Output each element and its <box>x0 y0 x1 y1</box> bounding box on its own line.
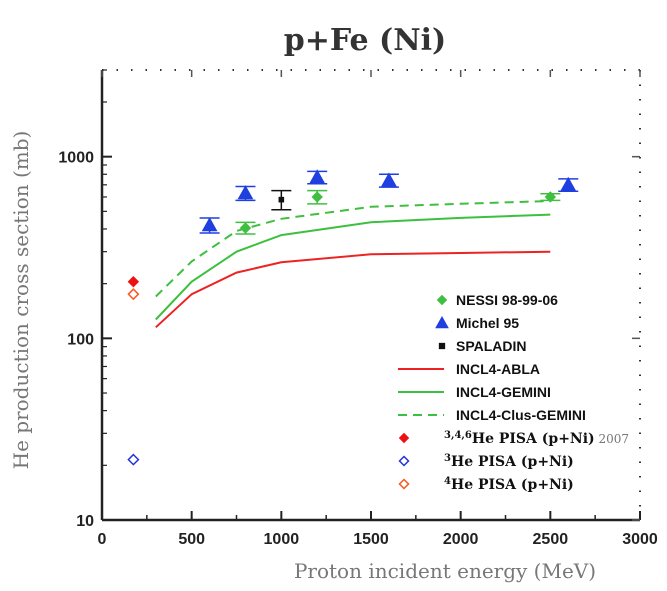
legend-label-part: SPALADIN <box>456 338 527 354</box>
legend-label: NESSI 98-99-06 <box>456 292 558 308</box>
legend-marker-swatch <box>398 455 410 467</box>
x-tick-label: 3000 <box>622 531 658 548</box>
legend-label-part: Michel 95 <box>456 315 519 331</box>
data-point-michel-95 <box>309 169 326 184</box>
series-line-incl4-clus-gemini <box>155 200 551 298</box>
data-point-3he-pisa-p-ni- <box>127 453 140 466</box>
x-tick-label: 500 <box>178 531 205 548</box>
legend-label-part: NESSI 98-99-06 <box>456 292 558 308</box>
data-point-4he-pisa-p-ni- <box>127 288 140 301</box>
x-tick-label: 1000 <box>264 531 300 548</box>
plot-frame <box>100 69 641 522</box>
legend-marker-swatch <box>438 342 446 350</box>
chart-title: p+Fe (Ni) <box>284 23 447 58</box>
data-point-michel-95 <box>381 172 397 187</box>
legend-label-part: 2007 <box>595 432 629 446</box>
legend-label-part: 4 <box>444 476 451 487</box>
legend-label-part: INCL4-GEMINI <box>456 384 551 400</box>
x-tick-label: 2500 <box>533 531 569 548</box>
legend-label-part: He PISA (p+Ni) <box>451 477 574 493</box>
series-line-incl4-gemini <box>155 213 551 321</box>
data-markers <box>127 169 579 466</box>
data-point-nessi-98-99-06 <box>239 222 252 234</box>
data-point-michel-95 <box>237 185 254 200</box>
legend-marker-swatch <box>398 478 410 490</box>
data-point-nessi-98-99-06 <box>544 191 557 203</box>
legend-label-part: INCL4-ABLA <box>456 361 540 377</box>
legend-label-part: He PISA (p+Ni) <box>472 431 595 447</box>
y-tick-label: 10 <box>76 513 94 530</box>
legend-label: INCL4-ABLA <box>456 361 540 377</box>
model-lines <box>155 200 551 329</box>
legend-label: 3He PISA (p+Ni) <box>444 453 574 471</box>
series-line-incl4-abla <box>155 250 551 329</box>
y-tick-label: 1000 <box>58 150 94 167</box>
legend-marker-swatch <box>398 432 410 444</box>
x-tick-label: 0 <box>98 531 107 548</box>
legend-label: Michel 95 <box>456 315 519 331</box>
legend: NESSI 98-99-06 Michel 95 SPALADIN INCL4-ABL… <box>398 292 629 493</box>
legend-label-part: He PISA (p+Ni) <box>451 454 574 470</box>
data-point-michel-95 <box>201 217 218 232</box>
legend-label: 4He PISA (p+Ni) <box>444 476 574 494</box>
legend-marker-swatch <box>435 315 449 329</box>
axis-ticks: 0 500 1000 1500 2000 2500 3000 10 100 1000 <box>58 69 658 548</box>
legend-label-part: 3 <box>444 453 451 464</box>
y-axis-label: He production cross section (mb) <box>9 131 33 470</box>
y-tick-label: 100 <box>67 331 94 348</box>
legend-label: SPALADIN <box>456 338 527 354</box>
data-point-3-4-6he-pisa-p-ni-2007 <box>127 275 140 288</box>
legend-label: 3,4,6He PISA (p+Ni) 2007 <box>444 430 629 448</box>
legend-label-part: INCL4-Clus-GEMINI <box>456 407 586 423</box>
data-point-nessi-98-99-06 <box>311 191 323 203</box>
data-point-spaladin <box>278 196 285 203</box>
legend-label-part: 3,4,6 <box>444 430 472 441</box>
data-point-michel-95 <box>560 176 577 191</box>
x-tick-label: 1500 <box>353 531 389 548</box>
x-axis-label: Proton incident energy (MeV) <box>294 559 596 583</box>
legend-marker-swatch <box>436 294 448 306</box>
x-tick-label: 2000 <box>443 531 479 548</box>
legend-label: INCL4-GEMINI <box>456 384 551 400</box>
legend-label: INCL4-Clus-GEMINI <box>456 407 586 423</box>
